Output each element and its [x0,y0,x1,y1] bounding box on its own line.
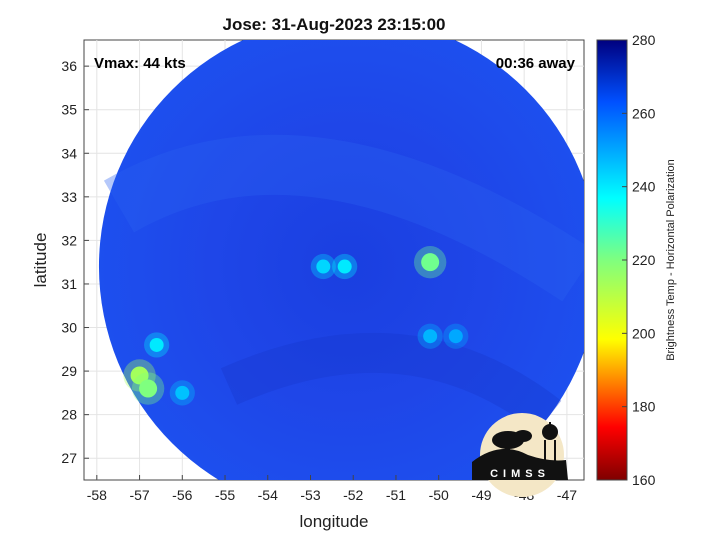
feature-spot [423,329,438,344]
swath-dark-band [220,332,562,433]
x-axis-ticks: -58-57-56-55-54-53-52-51-50-49-48-47 [87,475,577,503]
colorbar-tick-label: 240 [632,179,656,195]
colorbar-tick-label: 220 [632,252,656,268]
feature-spot [175,385,190,400]
y-tick-label: 34 [61,145,77,161]
feature-spot [149,337,164,352]
feature-spot [421,253,440,272]
cimss-logo: CIMSS [472,413,568,497]
y-tick-label: 32 [61,232,77,248]
feature-spot [316,259,331,274]
y-tick-label: 31 [61,276,77,292]
x-tick-label: -49 [471,487,491,503]
x-tick-label: -54 [258,487,278,503]
time-away-label: 00:36 away [496,55,576,72]
warm-features [123,245,469,406]
feature-spot [130,366,149,385]
y-tick-label: 30 [61,320,77,336]
x-axis-title: longitude [299,512,368,531]
colorbar-tick-label: 280 [632,32,656,48]
x-tick-label: -52 [343,487,363,503]
feature-spot [448,329,463,344]
colorbar-tick-label: 160 [632,472,656,488]
swath-spiral-band [103,134,584,302]
x-tick-label: -53 [300,487,320,503]
y-tick-label: 28 [61,407,77,423]
x-tick-label: -51 [386,487,406,503]
cimss-logo-text: CIMSS [490,468,550,480]
vmax-label: Vmax: 44 kts [94,55,186,72]
x-tick-label: -47 [557,487,577,503]
swath-disc [99,40,584,480]
colorbar-tick-label: 180 [632,399,656,415]
x-tick-label: -55 [215,487,235,503]
y-tick-label: 36 [61,58,77,74]
colorbar-title: Brightness Temp - Horizontal Polarizatio… [665,159,677,361]
x-tick-label: -56 [172,487,192,503]
y-tick-label: 35 [61,102,77,118]
colorbar-tick-label: 260 [632,105,656,121]
feature-spot [139,379,158,398]
y-tick-label: 29 [61,363,77,379]
colorbar-tick-label: 200 [632,325,656,341]
y-axis-title: latitude [31,233,50,288]
microwave-swath [99,40,584,480]
y-tick-label: 27 [61,450,77,466]
feature-spot [337,259,352,274]
x-tick-label: -57 [129,487,149,503]
x-tick-label: -50 [429,487,449,503]
x-tick-label: -58 [87,487,107,503]
chart-title: Jose: 31-Aug-2023 23:15:00 [222,15,445,34]
y-tick-label: 33 [61,189,77,205]
y-axis-ticks: 27 28 29 30 31 32 33 34 35 36 [61,58,89,466]
colorbar-ticks: 160 180 200 220 240 260 280 [622,32,656,488]
